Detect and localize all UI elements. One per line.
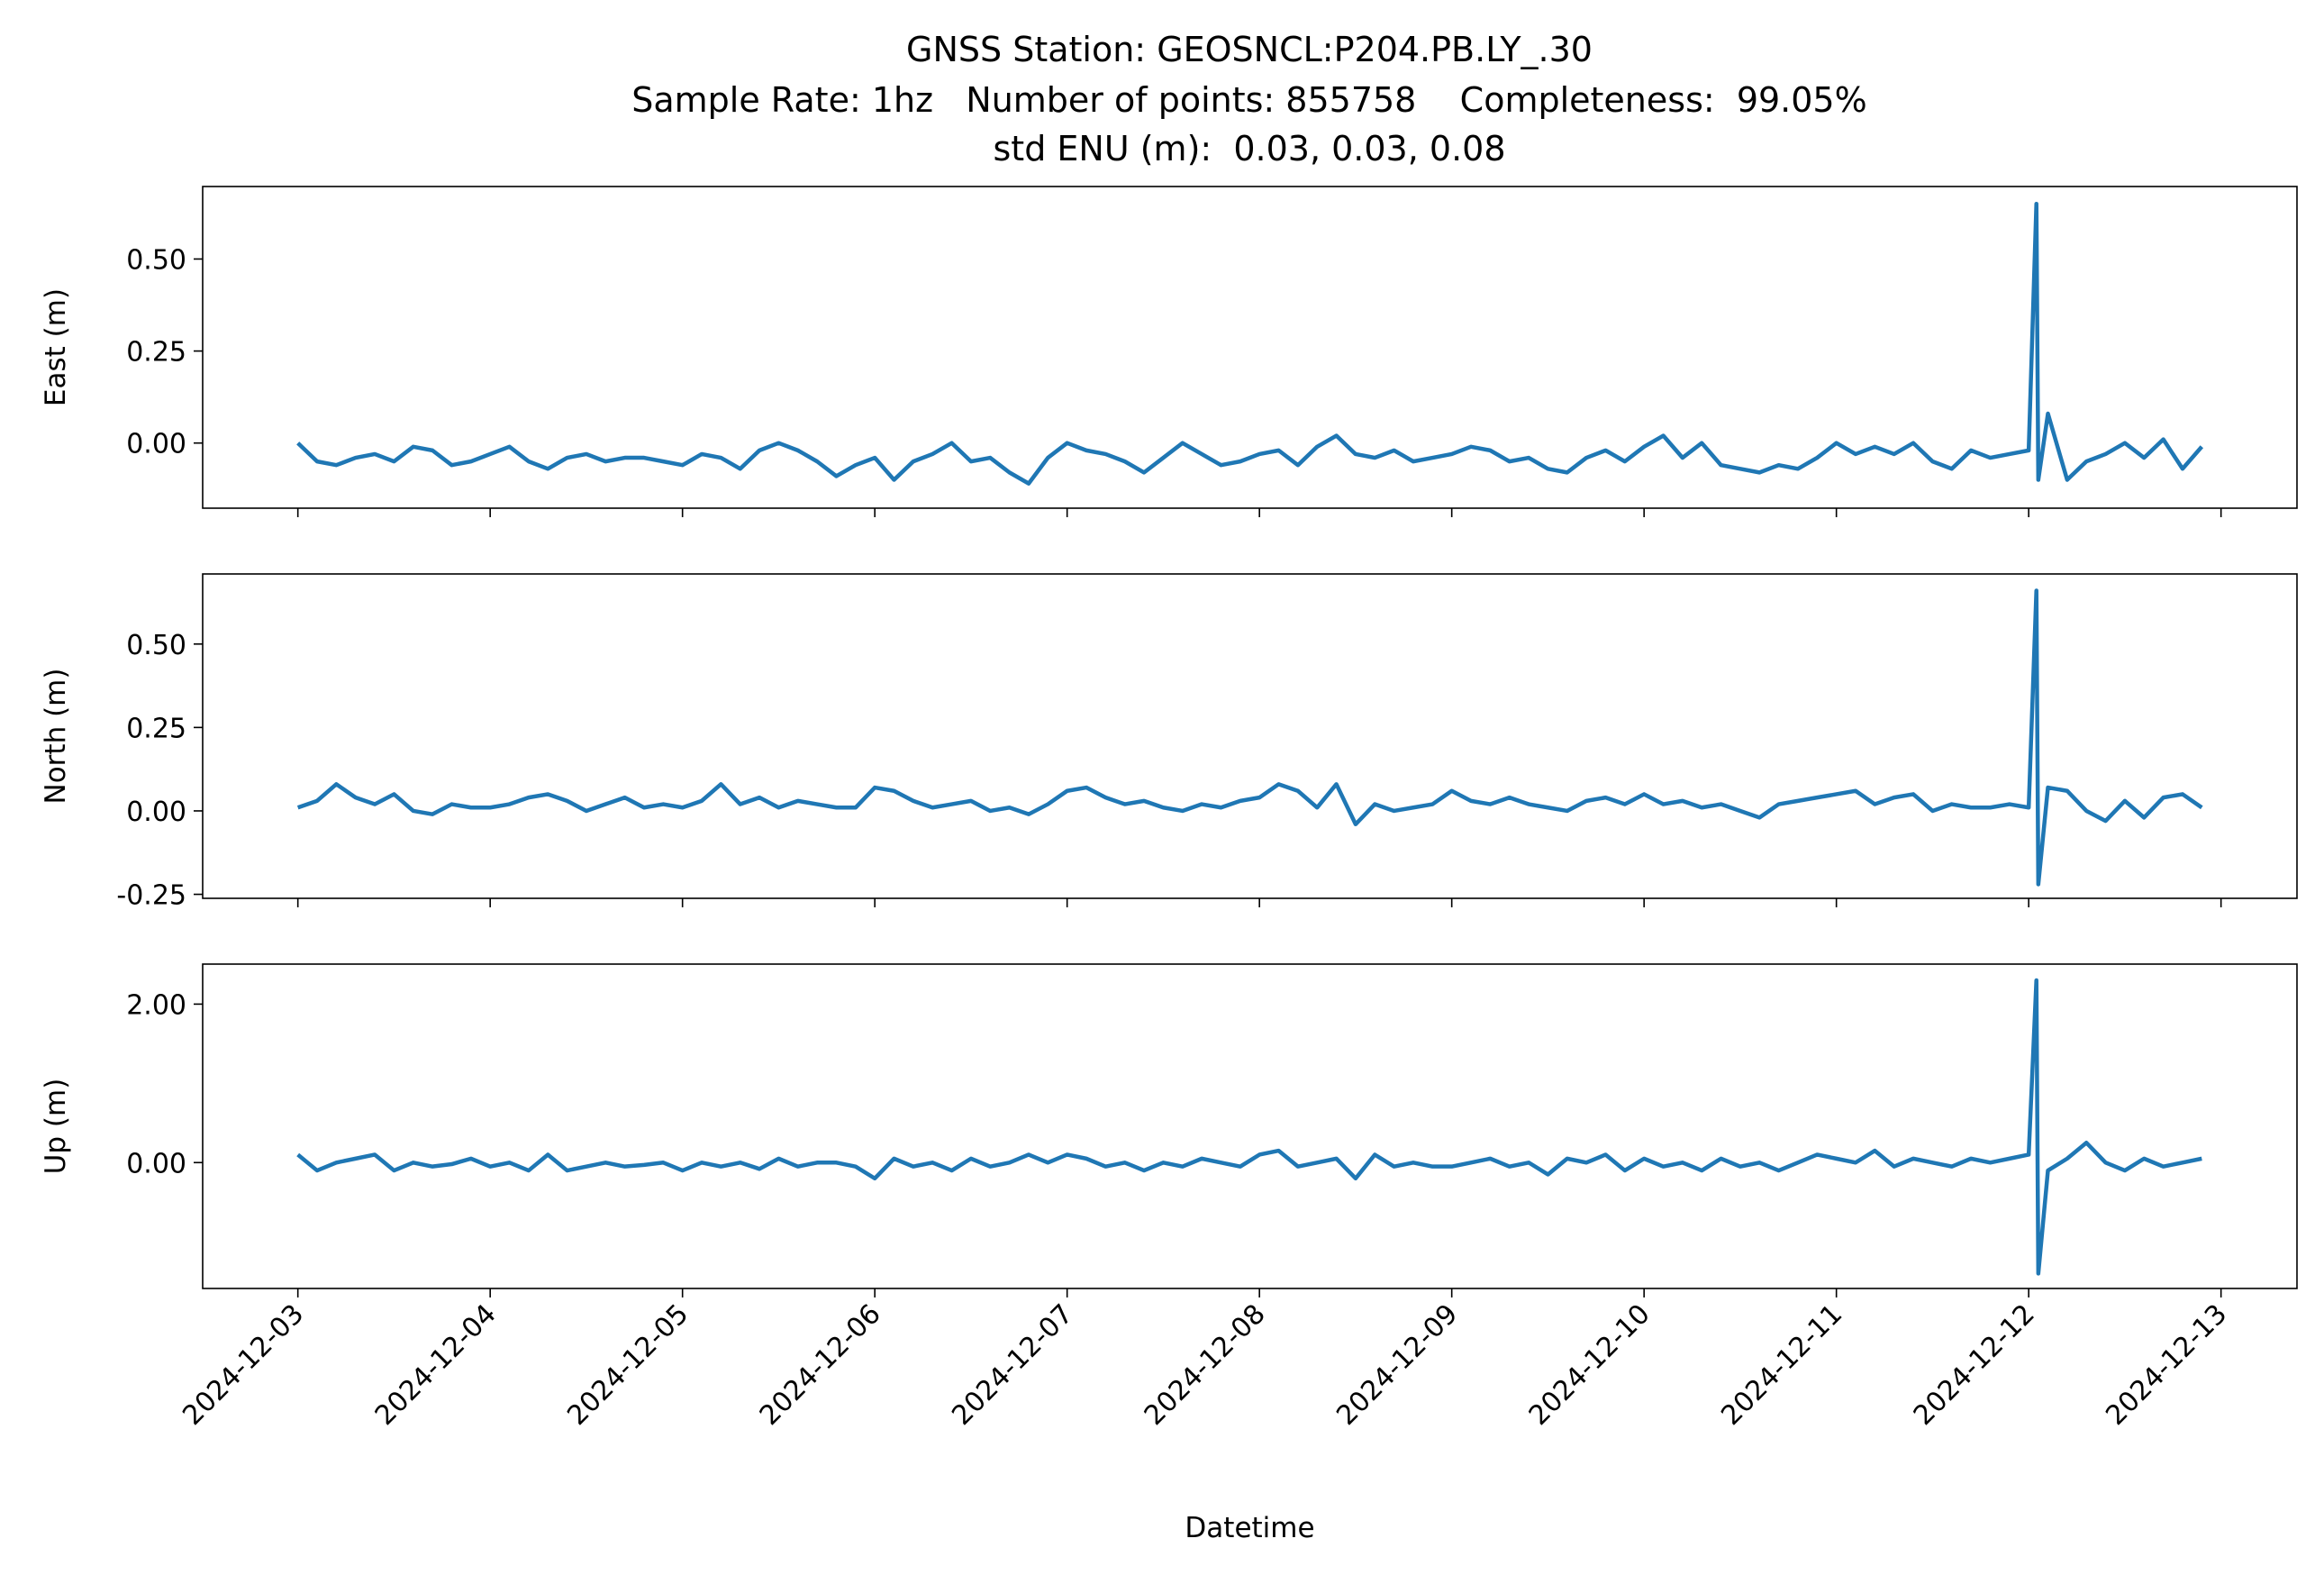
y-tick-label: 0.00 — [126, 797, 186, 828]
x-axis-label: Datetime — [1185, 1512, 1314, 1544]
subplot: 0.00 0.25 0.50 East (m) — [40, 186, 2298, 517]
x-tick-label: 2024-12-06 — [754, 1298, 887, 1432]
y-tick-label: -0.25 — [116, 880, 186, 912]
x-tick-label: 2024-12-05 — [561, 1298, 694, 1432]
y-tick-label: 2.00 — [126, 989, 186, 1021]
axes-frame — [202, 573, 2298, 899]
subplot: -0.25 0.00 0.25 0.50 North (m) — [40, 573, 2298, 912]
title-line: GNSS Station: GEOSNCL:P204.PB.LY_.30 — [906, 30, 1593, 69]
axes-frame — [202, 186, 2298, 509]
y-axis-label: North (m) — [40, 669, 72, 805]
x-tick-label: 2024-12-07 — [946, 1298, 1079, 1432]
y-tick-label: 0.25 — [126, 337, 186, 369]
series-line — [296, 978, 2202, 1276]
series-line — [296, 201, 2204, 486]
x-tick-label: 2024-12-12 — [1908, 1298, 2041, 1432]
x-tick-label: 2024-12-03 — [177, 1298, 310, 1432]
y-tick-label: 0.25 — [126, 713, 186, 744]
x-tick-label: 2024-12-08 — [1139, 1298, 1272, 1432]
title-line: std ENU (m): 0.03, 0.03, 0.08 — [994, 129, 1506, 168]
y-tick-label: 0.00 — [126, 429, 186, 460]
y-tick-label: 0.50 — [126, 244, 186, 276]
axes-frame — [202, 963, 2298, 1289]
x-tick-label: 2024-12-09 — [1330, 1298, 1464, 1432]
plot-area — [296, 201, 2204, 486]
series-line — [296, 588, 2203, 887]
x-tick-label: 2024-12-10 — [1523, 1298, 1657, 1432]
y-axis-label: Up (m) — [40, 1079, 72, 1175]
title-line: Sample Rate: 1hz Number of points: 85575… — [631, 80, 1866, 120]
y-tick-label: 0.50 — [126, 630, 186, 661]
x-tick-label: 2024-12-11 — [1715, 1298, 1848, 1432]
plot-area — [296, 978, 2202, 1276]
y-axis-label: East (m) — [40, 288, 72, 406]
subplot: 0.00 2.00 2024-12-03 2024-12-04 2024-12-05 20… — [40, 963, 2298, 1544]
plot-area — [296, 588, 2203, 887]
x-tick-label: 2024-12-13 — [2100, 1298, 2233, 1432]
y-tick-label: 0.00 — [126, 1148, 186, 1179]
x-tick-label: 2024-12-04 — [369, 1298, 503, 1432]
